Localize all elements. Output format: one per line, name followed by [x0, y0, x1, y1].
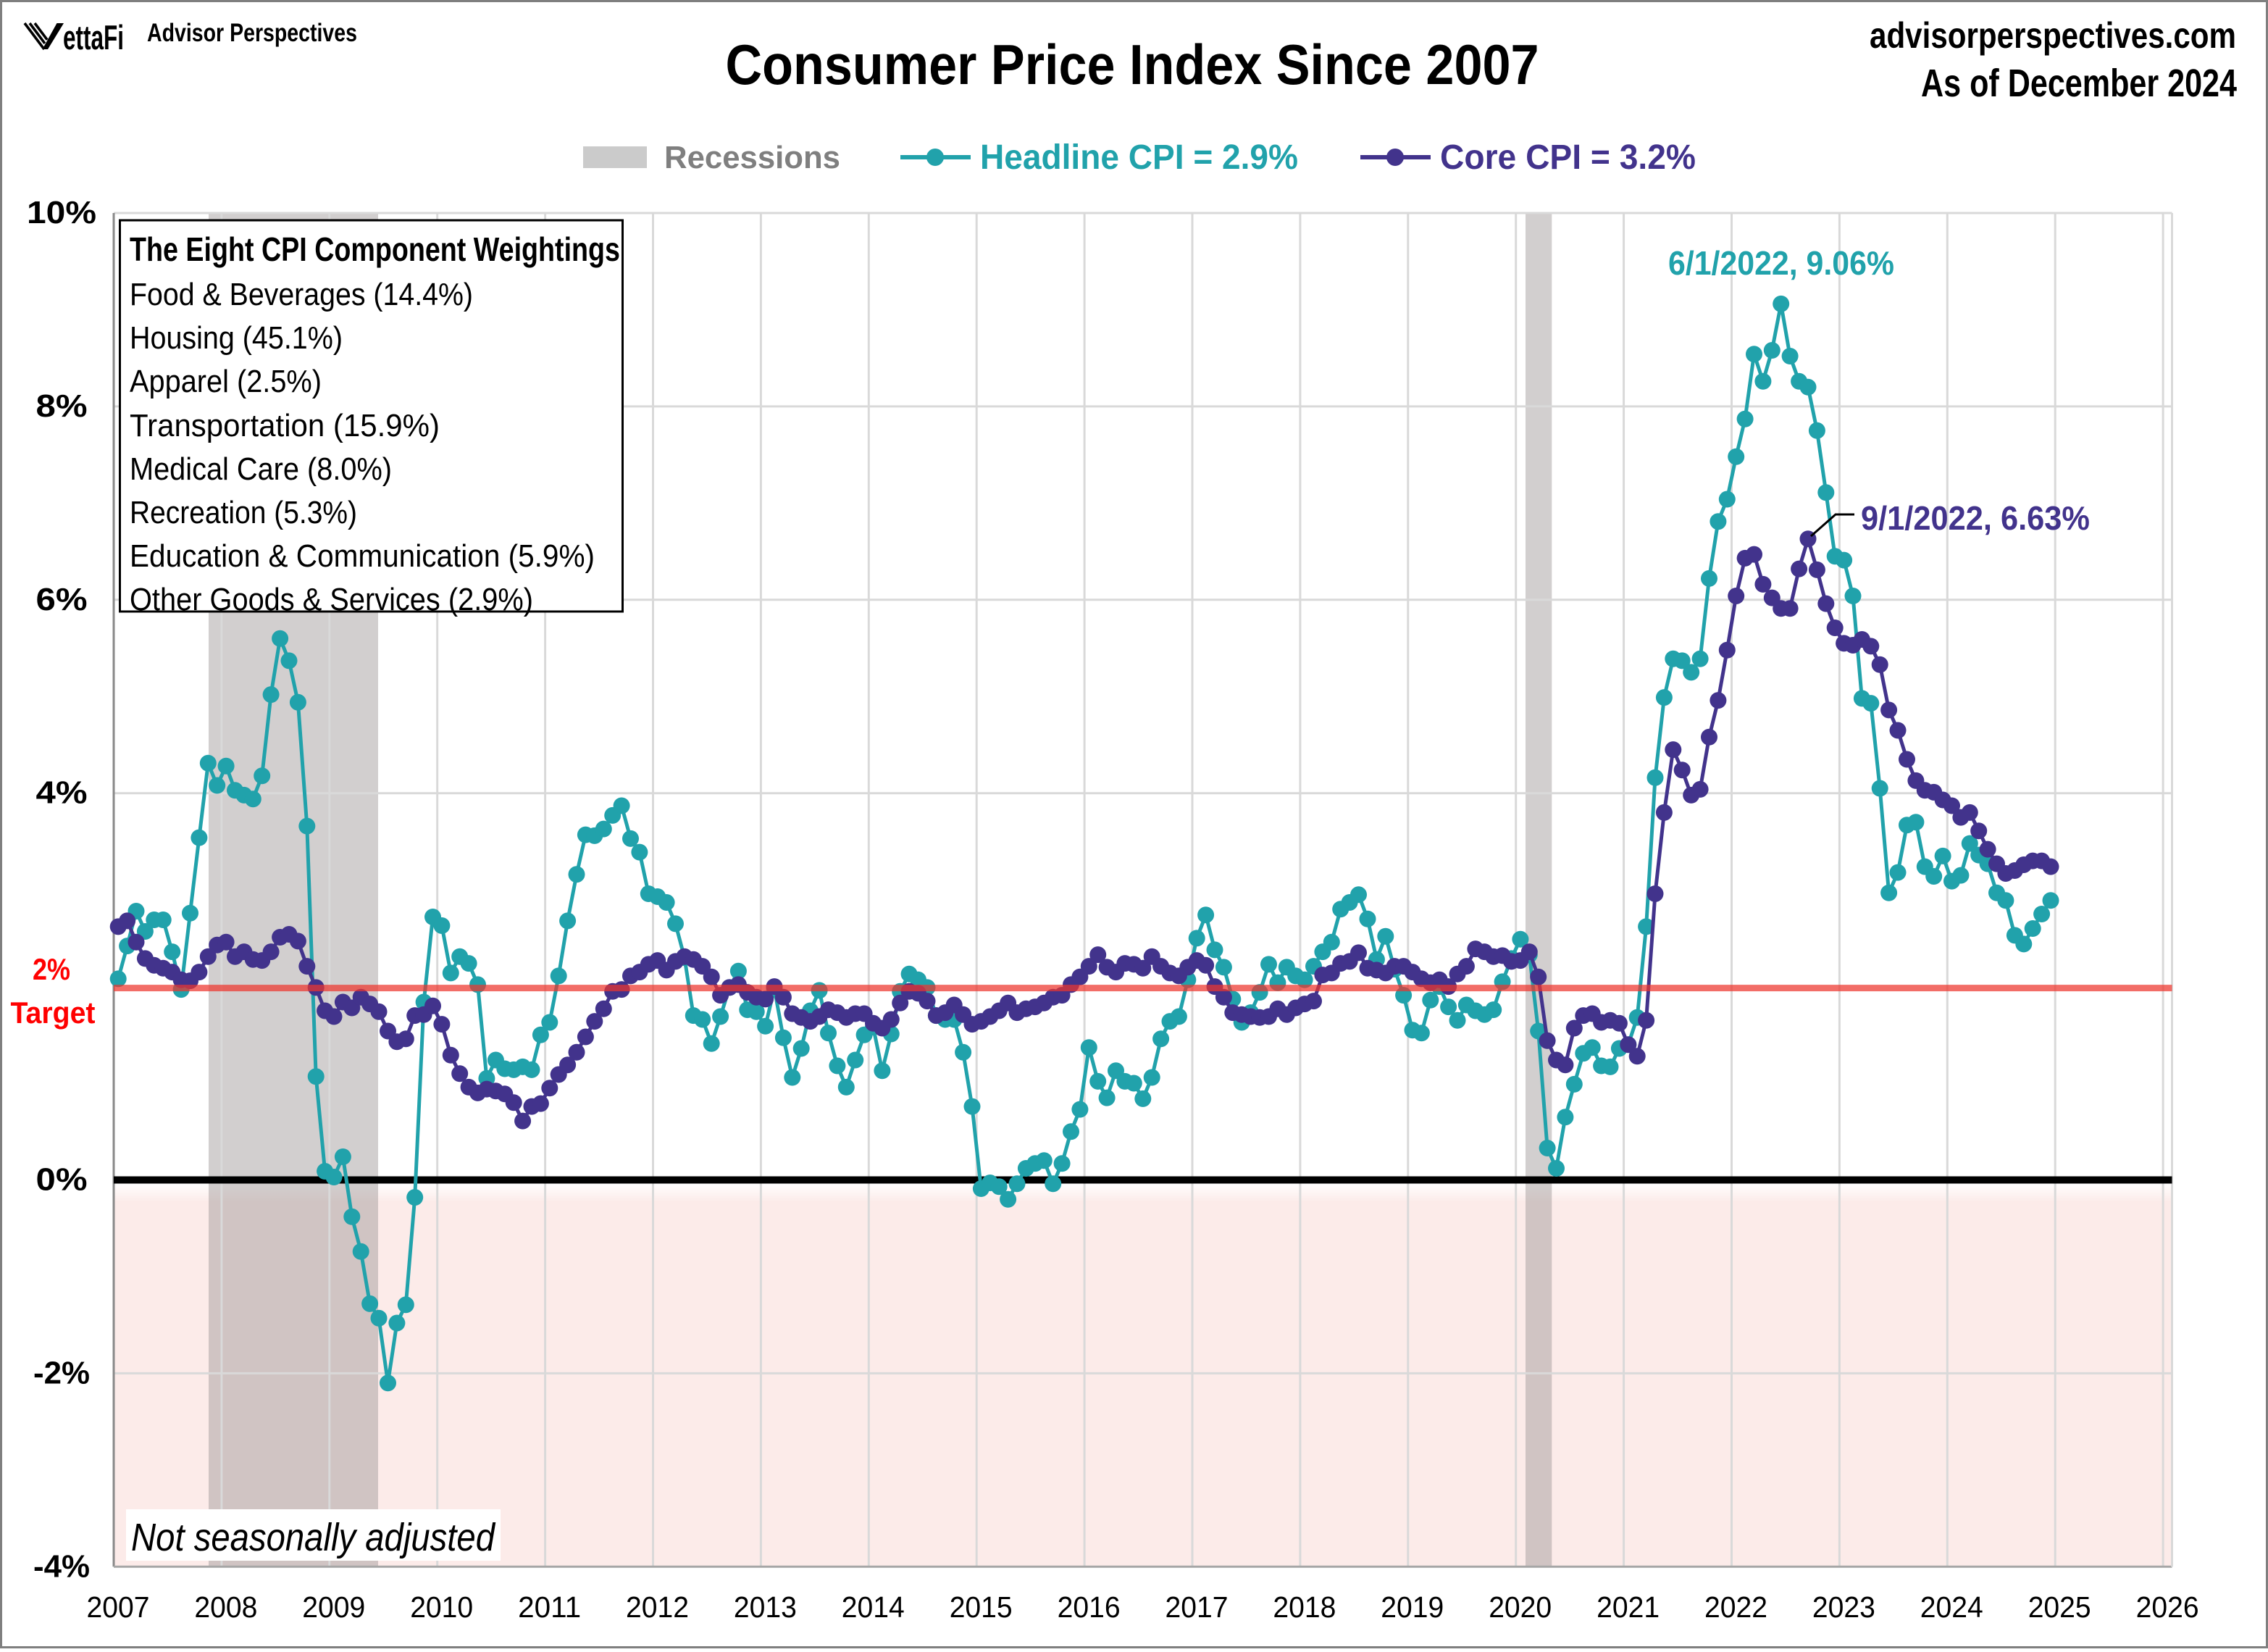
svg-text:2008: 2008: [194, 1590, 257, 1624]
svg-text:Transportation (15.9%): Transportation (15.9%): [130, 408, 440, 443]
svg-text:4%: 4%: [36, 775, 88, 811]
svg-text:-4%: -4%: [33, 1548, 90, 1584]
svg-text:8%: 8%: [36, 388, 88, 424]
svg-text:2024: 2024: [1920, 1590, 1983, 1624]
svg-text:2018: 2018: [1273, 1590, 1336, 1624]
svg-text:Food & Beverages (14.4%): Food & Beverages (14.4%): [130, 277, 473, 312]
svg-text:Target: Target: [11, 996, 96, 1030]
svg-text:The Eight CPI Component Weight: The Eight CPI Component Weightings: [130, 230, 620, 268]
svg-text:Core CPI = 3.2%: Core CPI = 3.2%: [1440, 138, 1696, 177]
svg-text:9/1/2022, 6.63%: 9/1/2022, 6.63%: [1861, 499, 2090, 537]
svg-text:As of December 2024: As of December 2024: [1921, 62, 2237, 105]
svg-text:2019: 2019: [1381, 1590, 1444, 1624]
svg-text:2017: 2017: [1166, 1590, 1229, 1624]
svg-text:Headline CPI = 2.9%: Headline CPI = 2.9%: [980, 138, 1298, 177]
svg-text:2020: 2020: [1489, 1590, 1552, 1624]
svg-text:Education & Communication (5.9: Education & Communication (5.9%): [130, 538, 595, 574]
svg-text:2026: 2026: [2136, 1590, 2199, 1624]
svg-text:Housing (45.1%): Housing (45.1%): [130, 320, 343, 356]
svg-text:Medical Care (8.0%): Medical Care (8.0%): [130, 451, 392, 487]
svg-text:10%: 10%: [27, 195, 96, 230]
svg-text:2021: 2021: [1597, 1590, 1660, 1624]
svg-text:2022: 2022: [1704, 1590, 1767, 1624]
svg-text:Consumer Price Index Since 200: Consumer Price Index Since 2007: [726, 33, 1539, 96]
svg-text:2015: 2015: [950, 1590, 1013, 1624]
svg-text:2011: 2011: [518, 1590, 581, 1624]
svg-text:0%: 0%: [36, 1162, 88, 1198]
svg-text:2007: 2007: [87, 1590, 150, 1624]
svg-text:2013: 2013: [734, 1590, 797, 1624]
svg-text:Apparel (2.5%): Apparel (2.5%): [130, 364, 322, 399]
svg-text:2012: 2012: [626, 1590, 689, 1624]
svg-text:Advisor Perspectives: Advisor Perspectives: [147, 19, 357, 47]
svg-text:Other Goods & Services (2.9%): Other Goods & Services (2.9%): [130, 582, 533, 617]
svg-text:2009: 2009: [302, 1590, 365, 1624]
svg-text:Not seasonally adjusted: Not seasonally adjusted: [131, 1516, 496, 1559]
svg-text:Recreation (5.3%): Recreation (5.3%): [130, 495, 357, 530]
svg-text:6/1/2022, 9.06%: 6/1/2022, 9.06%: [1668, 244, 1894, 282]
svg-text:-2%: -2%: [33, 1355, 90, 1390]
svg-text:2025: 2025: [2028, 1590, 2091, 1624]
svg-text:2010: 2010: [410, 1590, 473, 1624]
svg-text:2023: 2023: [1812, 1590, 1875, 1624]
svg-text:2016: 2016: [1058, 1590, 1121, 1624]
svg-text:advisorperspectives.com: advisorperspectives.com: [1870, 15, 2236, 56]
svg-text:2%: 2%: [33, 952, 70, 986]
svg-text:6%: 6%: [36, 582, 88, 617]
svg-text:ettaFi: ettaFi: [63, 18, 124, 57]
svg-text:2014: 2014: [842, 1590, 905, 1624]
svg-text:Recessions: Recessions: [664, 140, 840, 175]
